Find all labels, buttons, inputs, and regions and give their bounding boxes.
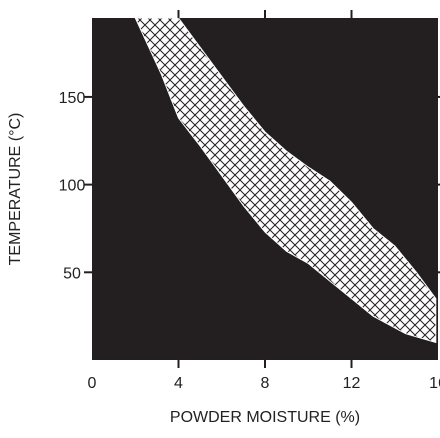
- x-tick-label: 16: [429, 375, 440, 392]
- y-tick-label: 100: [59, 178, 86, 195]
- y-axis-label: TEMPERATURE (°C): [7, 113, 24, 266]
- region-layer: [134, 18, 437, 344]
- x-axis-label: POWDER MOISTURE (%): [170, 409, 360, 426]
- x-tick-label: 8: [261, 375, 270, 392]
- y-tick-label: 150: [59, 90, 86, 107]
- x-tick-label: 0: [88, 375, 97, 392]
- y-tick-label: 50: [63, 265, 81, 282]
- ticks-layer: [84, 10, 440, 368]
- x-tick-labels: 0 4 8 12 16: [88, 375, 440, 392]
- x-tick-label: 4: [174, 375, 183, 392]
- hatched-region: [134, 18, 437, 344]
- x-tick-label: 12: [343, 375, 361, 392]
- y-tick-labels: 50 100 150: [59, 90, 86, 282]
